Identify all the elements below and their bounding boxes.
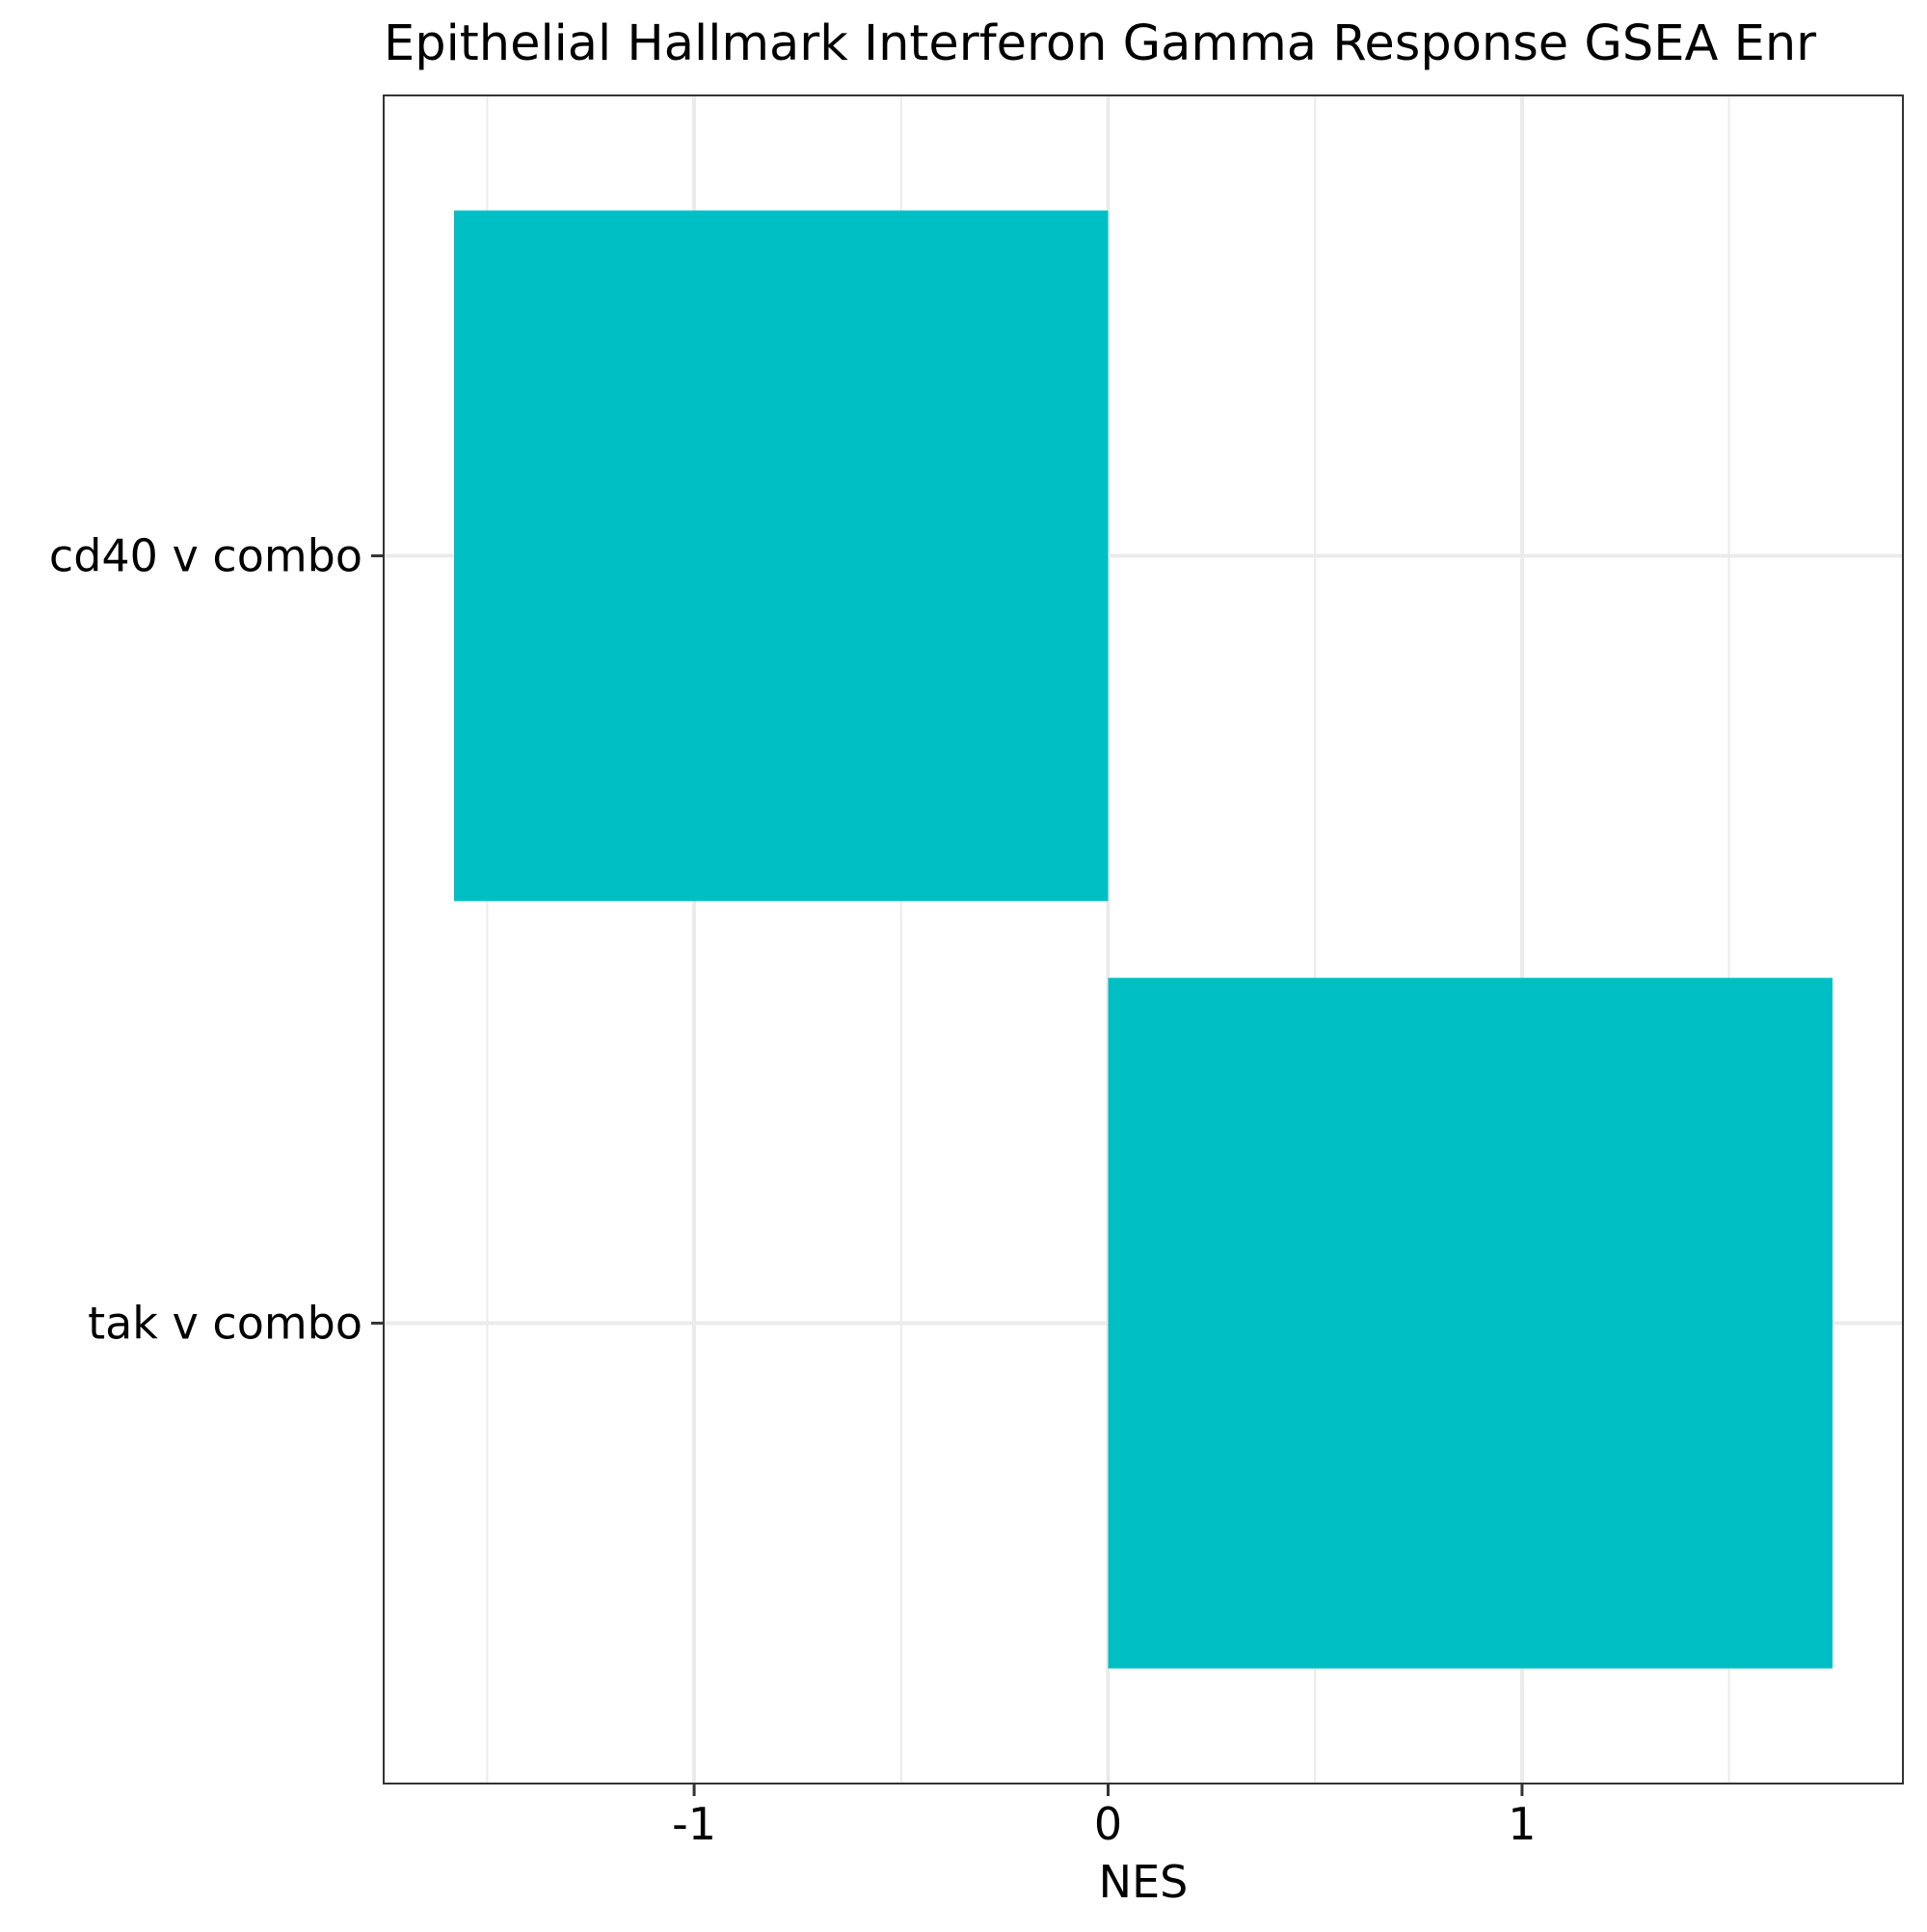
axes: -1 0 1 cd40 v combo tak v combo <box>49 530 1537 1850</box>
x-tick-label: 0 <box>1094 1798 1122 1850</box>
bars <box>454 210 1833 1669</box>
bar-cd40-v-combo <box>454 210 1109 901</box>
bar-tak-v-combo <box>1108 978 1833 1669</box>
x-tick-label: 1 <box>1508 1798 1536 1850</box>
x-tick-label: -1 <box>672 1798 716 1850</box>
y-tick-label: tak v combo <box>88 1297 362 1349</box>
x-axis-title: NES <box>1099 1856 1189 1908</box>
chart-title: Epithelial Hallmark Interferon Gamma Res… <box>384 15 1816 72</box>
panel-border <box>383 94 1904 1784</box>
y-tick-label: cd40 v combo <box>49 530 362 582</box>
